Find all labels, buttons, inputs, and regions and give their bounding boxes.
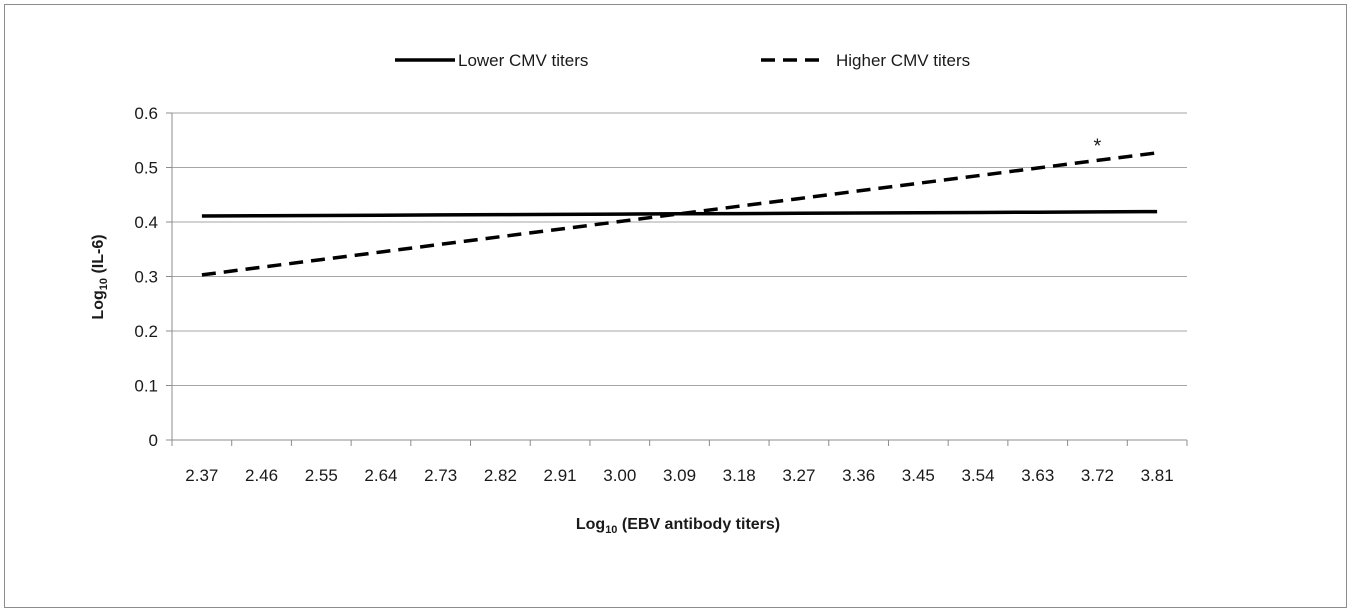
x-tick-labels: 2.37 2.46 2.55 2.64 2.73 2.82 2.91 3.00 3.09 3.18… (185, 466, 1173, 485)
y-axis-title: Log10 (IL-6) (90, 234, 110, 319)
series-line-1 (201, 209, 1158, 218)
x-tick-label: 2.55 (305, 466, 338, 485)
x-tick-label: 2.64 (364, 466, 397, 485)
x-tick-label: 3.18 (723, 466, 756, 485)
legend-label: Lower CMV titers (458, 51, 588, 70)
x-tick-label: 3.00 (603, 466, 636, 485)
x-axis-title: Log10 (EBV antibody titers) (576, 516, 780, 536)
legend: Lower CMV titers Higher CMV titers (395, 51, 970, 70)
y-tick-labels: 0 0.1 0.2 0.3 0.4 0.5 0.6 (134, 104, 158, 450)
x-tick-label: 2.37 (185, 466, 218, 485)
x-tick-label: 3.63 (1021, 466, 1054, 485)
annotations: * (1094, 135, 1102, 157)
x-tick-label: 3.36 (842, 466, 875, 485)
y-tick-label: 0 (149, 431, 158, 450)
x-tick-label: 2.73 (424, 466, 457, 485)
y-tick-label: 0.5 (134, 159, 158, 178)
x-tick-label: 3.54 (961, 466, 994, 485)
y-tick-label: 0.1 (134, 377, 158, 396)
gridlines (172, 112, 1187, 386)
x-tick-label: 3.72 (1081, 466, 1114, 485)
x-tick-label: 2.91 (544, 466, 577, 485)
y-tick-label: 0.2 (134, 322, 158, 341)
axes (166, 112, 1188, 446)
y-tick-label: 0.4 (134, 213, 158, 232)
significance-annotation: * (1094, 135, 1102, 157)
x-tick-label: 3.09 (663, 466, 696, 485)
x-tick-label: 2.82 (484, 466, 517, 485)
chart-frame (4, 4, 1347, 608)
x-tick-label: 3.45 (902, 466, 935, 485)
legend-label: Higher CMV titers (836, 51, 970, 70)
y-tick-label: 0.3 (134, 268, 158, 287)
x-tick-label: 3.27 (782, 466, 815, 485)
y-tick-label: 0.6 (134, 104, 158, 123)
x-tick-label: 3.81 (1141, 466, 1174, 485)
series-line-2 (201, 151, 1158, 277)
x-tick-label: 2.46 (245, 466, 278, 485)
series-lines (201, 151, 1158, 277)
